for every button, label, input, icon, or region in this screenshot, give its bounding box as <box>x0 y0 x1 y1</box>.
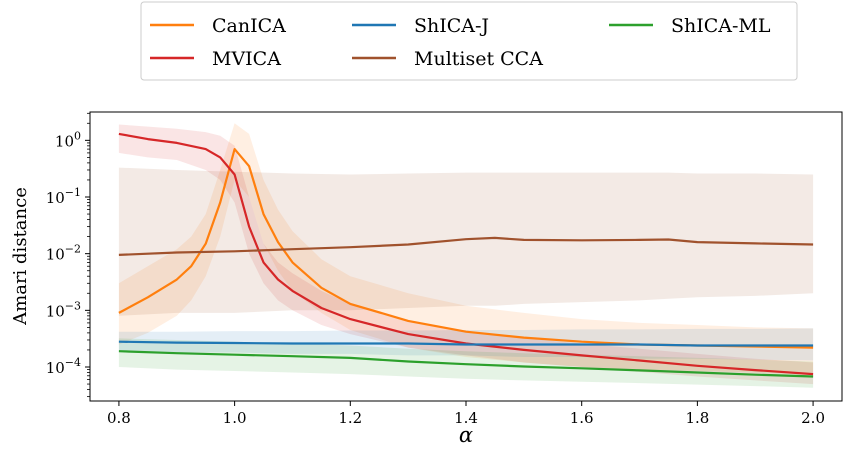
x-tick-label: 1.8 <box>685 409 709 427</box>
x-tick-label: 1.0 <box>223 409 247 427</box>
multiset-cca-legend-label: Multiset CCA <box>414 48 543 70</box>
x-axis-label: α <box>459 423 473 447</box>
y-axis-ticks: 100 10−1 10−2 10−3 10−4 <box>46 112 90 398</box>
canica-legend-label: CanICA <box>212 15 286 37</box>
mvica-legend-label: MVICA <box>212 48 281 70</box>
y-tick-label: 10−1 <box>46 186 81 207</box>
shica-j-line <box>118 340 814 347</box>
multiset-cca-line <box>118 236 814 256</box>
legend: CanICA MVICA ShICA-J Multiset CCA ShICA-ML <box>140 1 798 81</box>
y-tick-label: 10−4 <box>46 356 81 377</box>
x-tick-label: 0.8 <box>107 409 131 427</box>
legend-box <box>140 1 798 81</box>
multiset-cca-band <box>118 167 814 316</box>
y-tick-label: 10−2 <box>46 243 81 264</box>
shica-j-legend-label: ShICA-J <box>414 15 489 37</box>
mvica-line <box>118 132 814 376</box>
x-tick-label: 1.6 <box>570 409 594 427</box>
x-axis-ticks: 0.8 1.0 1.2 1.4 1.6 1.8 2.0 <box>107 401 825 427</box>
series-lines <box>118 132 814 378</box>
y-tick-label: 10−3 <box>46 299 81 320</box>
x-tick-label: 2.0 <box>801 409 825 427</box>
shica-ml-legend-label: ShICA-ML <box>671 15 771 37</box>
shica-ml-line <box>118 350 814 378</box>
x-tick-label: 1.4 <box>454 409 478 427</box>
y-tick-label: 100 <box>55 129 81 150</box>
confidence-bands <box>118 123 814 388</box>
canica-band <box>118 123 814 375</box>
x-tick-label: 1.2 <box>338 409 362 427</box>
y-axis-label: Amari distance <box>10 187 31 326</box>
